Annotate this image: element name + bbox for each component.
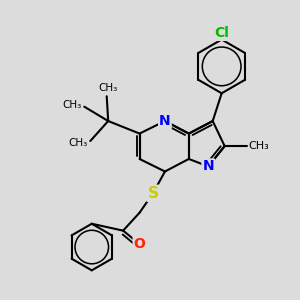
Text: CH₃: CH₃ [99, 83, 118, 93]
Text: CH₃: CH₃ [249, 141, 269, 151]
Text: N: N [202, 159, 214, 173]
Text: Cl: Cl [214, 26, 229, 40]
Text: N: N [159, 114, 171, 128]
Text: O: O [134, 237, 146, 251]
Text: S: S [148, 186, 158, 201]
Text: CH₃: CH₃ [69, 137, 88, 148]
Text: CH₃: CH₃ [63, 100, 82, 110]
